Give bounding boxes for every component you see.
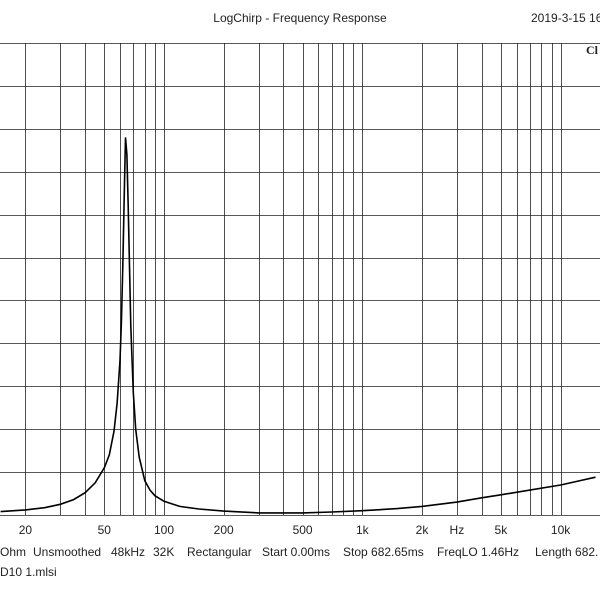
setting-item: 48kHz (111, 545, 146, 559)
x-tick-label: 20 (18, 523, 33, 537)
chart-title: LogChirp - Frequency Response (213, 11, 387, 25)
setting-item: Ohm (0, 545, 27, 559)
setting-item: Unsmoothed (33, 545, 102, 559)
x-tick-label: Hz (449, 523, 465, 537)
horizontal-gridlines (0, 43, 600, 516)
vertical-gridlines (25, 43, 562, 515)
setting-item: Length 682. (535, 545, 599, 559)
x-tick-label: 2k (415, 523, 429, 537)
setting-item: 32K (153, 545, 175, 559)
channel-label: Cl (586, 43, 598, 57)
x-tick-label: 1k (355, 523, 369, 537)
x-tick-label: 50 (97, 523, 111, 537)
file-name: D10 1.mlsi (0, 565, 57, 579)
setting-item: FreqLO 1.46Hz (437, 545, 520, 559)
timestamp: 2019-3-15 16 (531, 11, 600, 25)
setting-item: Start 0.00ms (262, 545, 331, 559)
x-tick-label: 100 (153, 523, 175, 537)
x-tick-label: 500 (292, 523, 313, 537)
setting-item: Stop 682.65ms (343, 545, 424, 559)
x-tick-label: 5k (494, 523, 508, 537)
x-tick-label: 10k (550, 523, 571, 537)
setting-item: Rectangular (187, 545, 252, 559)
frequency-response-curve (0, 137, 596, 514)
x-tick-label: 200 (213, 523, 234, 537)
